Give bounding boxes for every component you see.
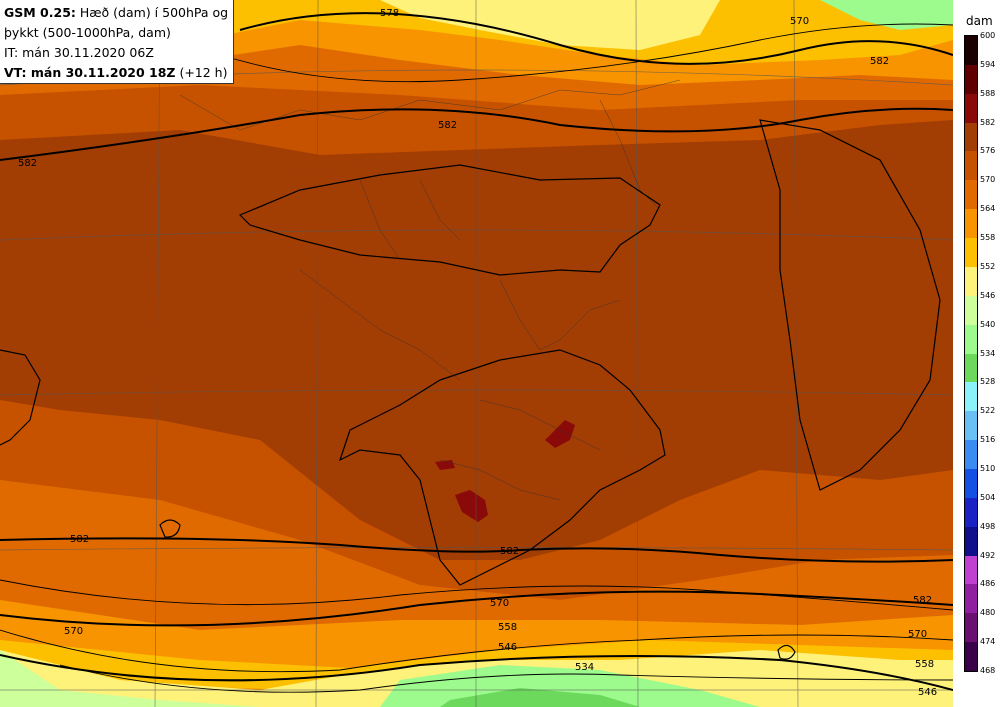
field-description-1: Hæð (dam) í 500hPa og: [75, 5, 229, 20]
legend-swatch: [965, 526, 977, 557]
legend-tick-label: 486: [980, 579, 996, 589]
coastlines: [0, 119, 941, 660]
field-546-north: [380, 0, 720, 50]
legend-swatch: [965, 266, 977, 297]
legend-swatch: [965, 324, 977, 354]
legend-swatch: [965, 440, 977, 470]
legend-swatch: [965, 382, 977, 412]
model-name: GSM 0.25:: [4, 5, 76, 20]
legend-tick-label: 582: [980, 117, 996, 127]
lead-time: (+12 h): [175, 65, 228, 80]
contour-label: 534: [575, 662, 594, 673]
legend-tick-label: 570: [980, 175, 996, 185]
contour-label: 558: [498, 622, 517, 633]
contour-label: 582: [438, 120, 457, 131]
contour-label: 570: [908, 629, 927, 640]
legend-tick-label: 600: [980, 31, 996, 40]
field-582-spot-2: [545, 420, 575, 448]
contour-label: 570: [790, 16, 809, 27]
legend-tick-label: 522: [980, 406, 996, 416]
valid-time: VT: mán 30.11.2020 18Z: [4, 65, 176, 80]
field-564-south: [0, 480, 953, 650]
legend-tick-label: 564: [980, 204, 996, 214]
legend-swatch: [965, 36, 977, 66]
contour-label: 582: [913, 595, 932, 606]
legend-tick-label: 498: [980, 521, 996, 531]
contour-label: 582: [18, 158, 37, 169]
legend-tick-label: 480: [980, 608, 996, 618]
legend-swatch: [965, 151, 977, 181]
legend-swatch: [965, 93, 977, 124]
legend-tick-label: 492: [980, 550, 996, 560]
legend-swatch: [965, 584, 977, 614]
legend-swatch: [965, 497, 977, 528]
contour-label: 582: [70, 534, 89, 545]
legend-tick-label: 594: [980, 59, 996, 69]
legend-tick-label: 576: [980, 146, 996, 156]
legend-swatch: [965, 613, 977, 643]
contour-label: 582: [500, 546, 519, 557]
legend-tick-label: 540: [980, 319, 996, 329]
legend-swatch: [965, 64, 977, 95]
legend-tick-label: 558: [980, 233, 996, 243]
contour-label: 558: [915, 659, 934, 670]
field-576-blob: [300, 160, 720, 520]
legend-unit: dam: [966, 14, 993, 28]
field-description-2: þykkt (500-1000hPa, dam): [4, 25, 171, 40]
contour-label: 546: [918, 687, 937, 698]
contour-label: 546: [498, 642, 517, 653]
legend-tick-label: 468: [980, 666, 996, 675]
legend-swatch: [965, 411, 977, 441]
legend-swatch: [965, 468, 977, 499]
legend-tick-label: 504: [980, 492, 996, 502]
legend-tick-label: 516: [980, 435, 996, 445]
legend-tick-label: 534: [980, 348, 996, 358]
map-info-box: GSM 0.25: Hæð (dam) í 500hPa og þykkt (5…: [0, 0, 234, 84]
legend-tick-label: 588: [980, 88, 996, 98]
legend-swatch: [965, 122, 977, 152]
weather-map: 582 582 582 582 582 582 578 570 570 570 …: [0, 0, 953, 707]
field-540-north: [820, 0, 953, 30]
legend-tick-label: 510: [980, 463, 996, 473]
contour-label: 570: [64, 626, 83, 637]
field-552-north: [0, 0, 953, 70]
legend-swatch: [965, 238, 977, 268]
legend-swatch: [965, 209, 977, 239]
height-contours: [0, 12, 953, 691]
issue-time: IT: mán 30.11.2020 06Z: [4, 45, 154, 60]
legend-tick-label: 546: [980, 290, 996, 300]
legend-swatch: [965, 353, 977, 383]
contour-label: 578: [380, 8, 399, 19]
contour-labels: 582 582 582 582 582 582 578 570 570 570 …: [18, 8, 937, 698]
field-582-spot-1: [455, 490, 488, 522]
legend-colorbar: [964, 35, 978, 672]
legend-tick-label: 552: [980, 261, 996, 271]
legend-swatch: [965, 642, 977, 672]
legend-swatch: [965, 555, 977, 585]
contour-label: 570: [490, 598, 509, 609]
legend-swatch: [965, 180, 977, 210]
contour-label: 582: [870, 56, 889, 67]
field-540-south: [0, 650, 260, 707]
legend-tick-label: 474: [980, 637, 996, 647]
country-borders: [179, 79, 681, 501]
legend-tick-label: 528: [980, 377, 996, 387]
legend-swatch: [965, 295, 977, 326]
field-528-south: [440, 688, 640, 707]
thickness-contours: [0, 23, 953, 693]
